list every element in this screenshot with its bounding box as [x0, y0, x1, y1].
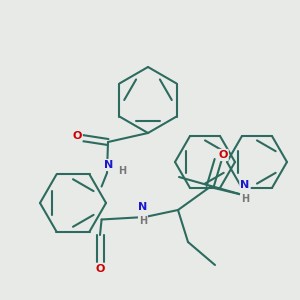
- Text: O: O: [95, 264, 105, 274]
- Text: N: N: [138, 202, 148, 212]
- Text: O: O: [218, 150, 228, 160]
- Text: O: O: [72, 131, 82, 141]
- Text: H: H: [139, 216, 147, 226]
- Text: N: N: [104, 160, 114, 170]
- Text: H: H: [241, 194, 249, 204]
- Text: N: N: [240, 180, 250, 190]
- Text: H: H: [118, 166, 126, 176]
